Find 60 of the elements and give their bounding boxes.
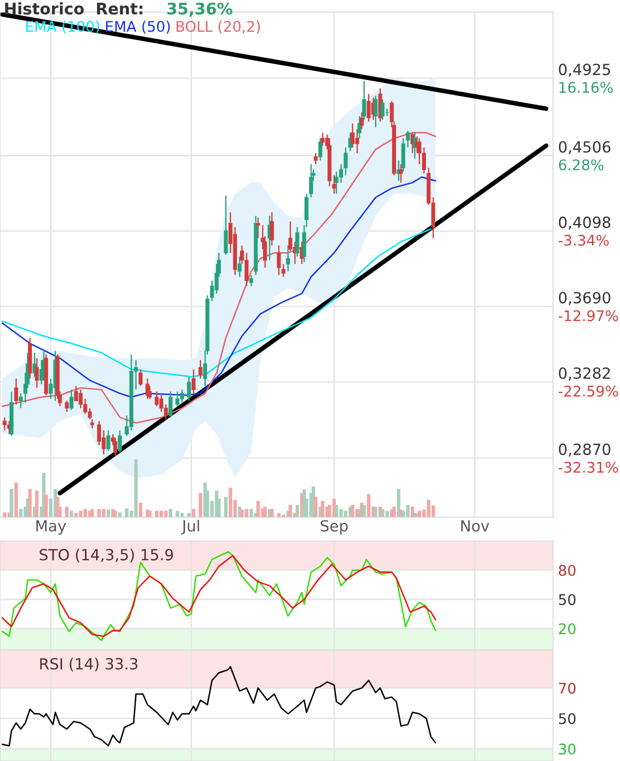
bar <box>362 504 366 518</box>
bar <box>35 490 39 518</box>
bar <box>187 513 191 518</box>
chart-title: Historico Rent: <box>5 2 142 15</box>
bar <box>249 508 253 518</box>
bar <box>224 496 228 518</box>
y2-tick-label: -32.31% <box>558 462 618 473</box>
y-tick-label: 80 <box>558 564 576 576</box>
bar <box>288 504 292 518</box>
x-tick-label: Sep <box>320 520 348 535</box>
x-tick-label: Jul <box>181 520 200 534</box>
y-tick-label: 50 <box>559 594 576 606</box>
bar <box>366 494 370 518</box>
bar <box>2 512 6 518</box>
y-tick-label: 0,3282 <box>558 367 610 380</box>
y-tick-label: 50 <box>559 713 576 724</box>
y-tick-label: 70 <box>559 682 576 694</box>
bar <box>192 508 196 518</box>
bar <box>277 513 281 518</box>
chart-title: RSI (14) 33.3 <box>40 658 138 672</box>
bar <box>418 510 422 518</box>
y2-tick-label: -12.97% <box>558 310 618 322</box>
y-tick-label: 0,4925 <box>558 64 610 77</box>
bar <box>198 492 202 518</box>
bar <box>392 506 396 518</box>
bar <box>118 512 122 518</box>
y-tick-label: 30 <box>559 744 576 755</box>
annotation: 35,36% <box>167 2 232 17</box>
bar <box>138 502 142 518</box>
bar <box>320 500 324 518</box>
bar <box>28 488 32 518</box>
bar <box>314 496 318 518</box>
chart-title: STO (14,3,5) 15.9 <box>40 548 173 562</box>
text: EMA (50) <box>106 20 170 34</box>
bar <box>270 508 274 518</box>
y-tick-label: 0,2870 <box>558 444 610 457</box>
text: BOLL (20,2) <box>176 20 260 34</box>
y-tick-label: 0,3690 <box>558 292 610 306</box>
bar <box>14 482 18 518</box>
bar <box>44 494 48 518</box>
x-tick-label: May <box>36 520 66 535</box>
bar <box>350 504 354 518</box>
y-tick-label: 0,4506 <box>558 141 610 154</box>
bar <box>148 510 152 518</box>
y2-tick-label: -3.34% <box>558 234 609 246</box>
bar <box>19 508 22 518</box>
y2-tick-label: 16.16% <box>560 82 613 93</box>
y2-tick-label: -22.59% <box>558 386 618 397</box>
y-tick-label: 20 <box>558 623 576 634</box>
bar <box>106 510 110 518</box>
x-tick-label: Nov <box>461 520 490 532</box>
bar <box>385 510 389 518</box>
bar <box>344 510 348 518</box>
y2-tick-label: 6.28% <box>558 159 604 170</box>
bar <box>256 500 260 518</box>
bar <box>296 504 299 518</box>
bar <box>70 510 74 518</box>
bar <box>102 508 106 518</box>
bar <box>65 506 69 518</box>
y-tick-label: 0,4098 <box>558 216 610 230</box>
